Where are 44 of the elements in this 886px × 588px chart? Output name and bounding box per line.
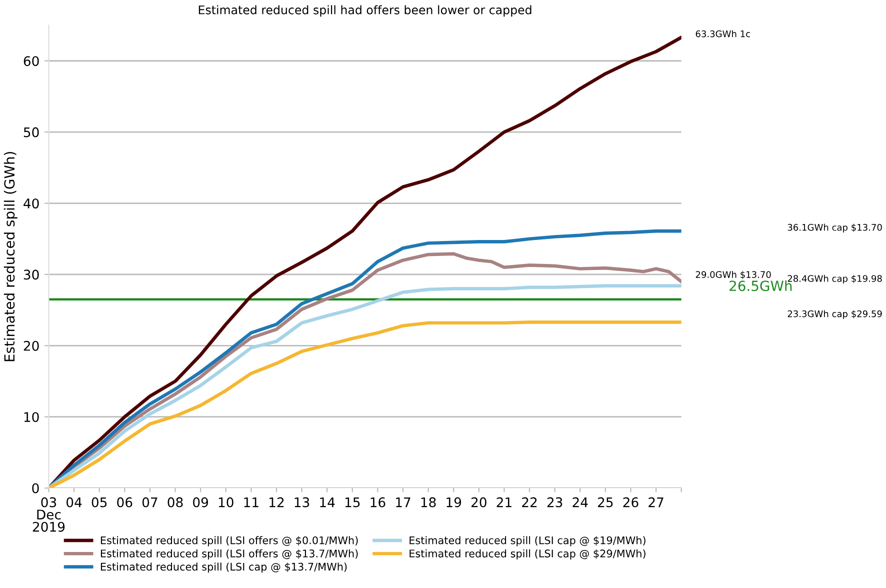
- x-tick-label: 27: [648, 497, 664, 508]
- x-tick-label: 10: [218, 497, 234, 508]
- y-tick-label: 40: [24, 198, 39, 208]
- x-tick-label: 22: [522, 497, 537, 508]
- annotation: 29.0GWh $13.70: [696, 270, 771, 280]
- x-tick-label: 07: [142, 497, 158, 508]
- x-tick-label: 06: [117, 497, 132, 508]
- x-tick-label: 16: [370, 497, 386, 508]
- x-tick-label: 20: [471, 497, 486, 508]
- x-tick-label: 13: [294, 497, 310, 508]
- legend-label: Estimated reduced spill (LSI cap @ $19/MWh): [410, 536, 646, 546]
- y-tick-label: 50: [24, 127, 39, 138]
- x-tick-label: 17: [396, 497, 410, 508]
- x-tick-label: 08: [168, 497, 183, 508]
- x-tick-label: 26: [623, 497, 638, 508]
- x-tick-label: 18: [421, 497, 436, 508]
- x-tick-label: 19: [446, 497, 462, 508]
- chart-title: Estimated reduced spill had offers been lower or capped: [198, 5, 532, 17]
- x-tick-label: 15: [345, 497, 360, 508]
- y-tick-label: 0: [32, 483, 39, 494]
- x-tick-label: 25: [598, 497, 613, 508]
- x-tick-label: 24: [572, 497, 588, 508]
- x-tick-label: 09: [193, 497, 208, 508]
- legend-label: Estimated reduced spill (LSI offers @ $13.7/MWh): [100, 549, 358, 560]
- x-tick-label: 23: [547, 497, 562, 508]
- x-tick-label: 05: [92, 497, 107, 508]
- y-tick-label: 60: [24, 56, 39, 66]
- legend-label: Estimated reduced spill (LSI offers @ $0.01/MWh): [100, 536, 358, 546]
- y-axis-title: Estimated reduced spill (GWh): [4, 152, 18, 362]
- line-series: [48, 320, 682, 488]
- x-tick-label: 04: [66, 497, 82, 508]
- x-tick-label: 14: [320, 497, 335, 508]
- x-tick-label: 03 Dec 2019: [32, 497, 65, 532]
- x-tick-label: 21: [496, 497, 512, 508]
- text: 23.3GWh cap $29.59: [788, 310, 882, 319]
- legend-label: Estimated reduced spill (LSI cap @ $13.7/MWh): [100, 562, 347, 573]
- x-tick-label: 12: [270, 497, 284, 508]
- y-tick-label: 20: [24, 340, 39, 351]
- y-tick-label: 10: [24, 412, 39, 422]
- x-tick-label: 11: [244, 497, 258, 508]
- y-tick-label: 30: [24, 270, 39, 280]
- annotation: 63.3GWh 1c: [696, 30, 750, 38]
- text: 36.1GWh cap $13.70: [788, 224, 882, 233]
- legend-label: Estimated reduced spill (LSI cap @ $29/MWh): [410, 549, 646, 560]
